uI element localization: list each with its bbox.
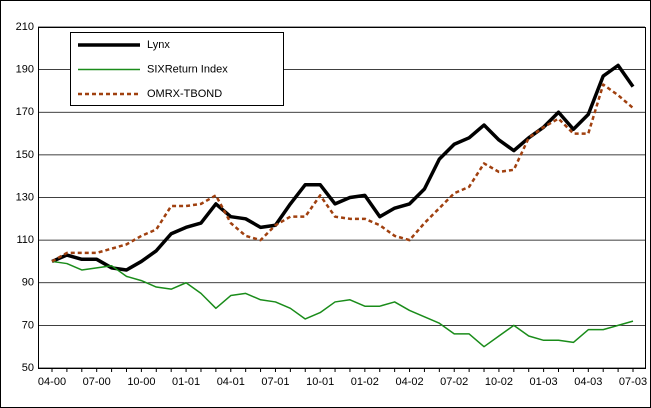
x-tick-label: 10-02 <box>485 376 513 388</box>
x-tick-label: 04-02 <box>395 376 423 388</box>
y-tick-label: 150 <box>16 149 34 161</box>
x-tick-label: 07-03 <box>619 376 647 388</box>
x-tick-label: 07-02 <box>440 376 468 388</box>
legend-label: SIXReturn Index <box>147 63 228 75</box>
y-tick-label: 130 <box>16 191 34 203</box>
x-tick-label: 01-02 <box>351 376 379 388</box>
x-tick-label: 04-00 <box>38 376 66 388</box>
x-tick-label: 04-01 <box>217 376 245 388</box>
x-tick-label: 04-03 <box>574 376 602 388</box>
plot-area <box>38 27 646 369</box>
legend-label: Lynx <box>147 39 170 51</box>
y-tick-label: 90 <box>22 277 34 289</box>
y-tick-label: 170 <box>16 106 34 118</box>
y-tick-label: 50 <box>22 362 34 374</box>
x-tick-label: 01-03 <box>530 376 558 388</box>
y-tick-label: 110 <box>16 234 34 246</box>
y-tick-label: 210 <box>16 21 34 33</box>
x-tick-label: 10-01 <box>306 376 334 388</box>
series-line <box>51 83 634 263</box>
x-tick-label: 07-00 <box>83 376 111 388</box>
x-tick-label: 07-01 <box>261 376 289 388</box>
y-tick-label: 70 <box>22 319 34 331</box>
x-tick-label: 01-01 <box>172 376 200 388</box>
x-tick-label: 10-00 <box>127 376 155 388</box>
series-line <box>51 260 634 348</box>
y-tick-label: 190 <box>16 64 34 76</box>
legend-label: OMRX-TBOND <box>147 88 222 100</box>
